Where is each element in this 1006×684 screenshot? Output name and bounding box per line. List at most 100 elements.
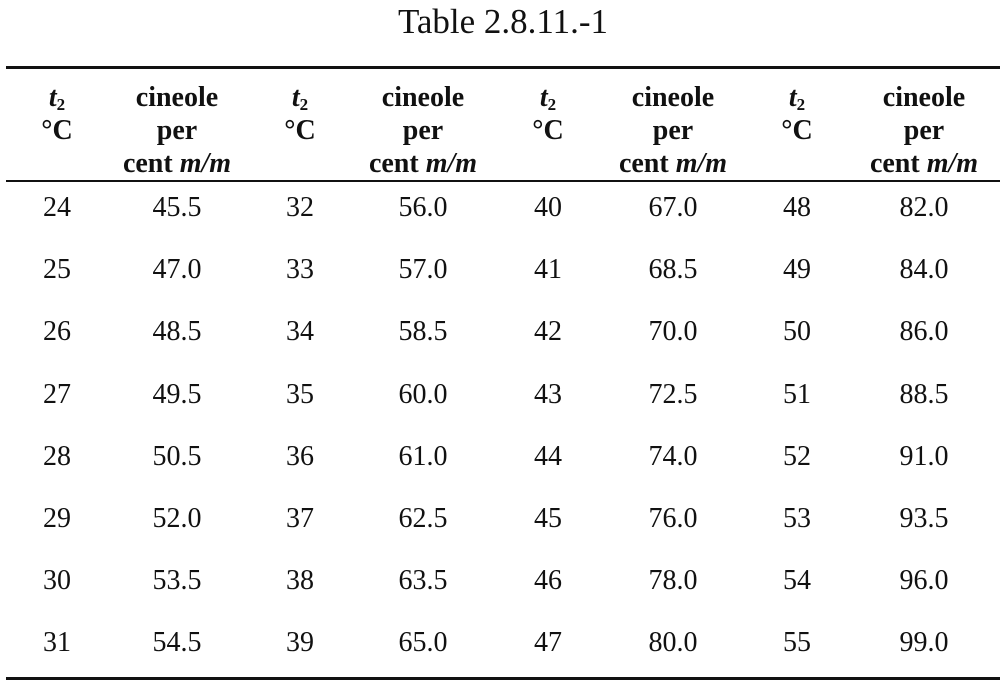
table-cell: 54 bbox=[783, 565, 811, 597]
table-cell: 41 bbox=[534, 254, 562, 286]
table-cell: 58.5 bbox=[398, 316, 448, 348]
header-line: per bbox=[77, 114, 277, 147]
table-cell: 42 bbox=[534, 316, 562, 348]
header-line: cent m/m bbox=[824, 147, 1006, 180]
header-text: cent bbox=[618, 148, 669, 179]
header-text: cineole bbox=[631, 82, 715, 113]
table-cell: 52 bbox=[783, 440, 811, 472]
top-rule bbox=[6, 66, 1000, 69]
table-cell: 43 bbox=[534, 378, 562, 410]
header-line: cineole bbox=[824, 81, 1006, 114]
header-unit: m/m bbox=[425, 148, 478, 179]
header-text: cent bbox=[869, 148, 920, 179]
header-line: per bbox=[573, 114, 773, 147]
header-subscript: 2 bbox=[56, 95, 66, 114]
table-cell: 31 bbox=[43, 627, 71, 659]
header-line: t2 bbox=[200, 81, 400, 114]
table-cell: 86.0 bbox=[899, 316, 949, 348]
table-cell: 60.0 bbox=[398, 378, 448, 410]
table-cell: 25 bbox=[43, 254, 71, 286]
table-cell: 45.5 bbox=[152, 192, 202, 223]
table-cell: 57.0 bbox=[398, 254, 448, 286]
header-unit: m/m bbox=[179, 148, 232, 179]
table-cell: 44 bbox=[534, 440, 562, 472]
table-cell: 91.0 bbox=[899, 440, 949, 472]
header-line: per bbox=[824, 114, 1006, 147]
header-unit: m/m bbox=[926, 148, 979, 179]
header-line: t2 bbox=[0, 81, 157, 114]
table-cell: 34 bbox=[286, 316, 314, 348]
header-text: cineole bbox=[381, 82, 465, 113]
table-cell: 55 bbox=[783, 627, 811, 659]
table-cell: 35 bbox=[286, 378, 314, 410]
table-cell: 47.0 bbox=[152, 254, 202, 286]
table-cell: 62.5 bbox=[398, 503, 448, 534]
table-cell: 37 bbox=[286, 503, 314, 534]
header-rule bbox=[6, 180, 1000, 182]
header-text: cineole bbox=[135, 82, 219, 113]
table-cell: 76.0 bbox=[648, 503, 698, 534]
header-cell: cineole per cent m/m bbox=[77, 81, 277, 180]
header-line: cineole bbox=[323, 81, 523, 114]
table-cell: 80.0 bbox=[648, 627, 698, 659]
table-cell: 53 bbox=[783, 503, 811, 534]
table-cell: 50 bbox=[783, 316, 811, 348]
table-cell: 99.0 bbox=[899, 627, 949, 659]
table-title: Table 2.8.11.-1 bbox=[397, 2, 609, 41]
table-cell: 36 bbox=[286, 440, 314, 472]
header-line: cent m/m bbox=[77, 147, 277, 180]
table-cell: 52.0 bbox=[152, 503, 202, 534]
header-subscript: 2 bbox=[299, 95, 309, 114]
table-cell: 82.0 bbox=[899, 192, 949, 223]
table-cell: 48 bbox=[783, 192, 811, 223]
table-cell: 49.5 bbox=[152, 378, 202, 410]
header-line: cent m/m bbox=[573, 147, 773, 180]
table-cell: 38 bbox=[286, 565, 314, 597]
table-cell: 51 bbox=[783, 378, 811, 410]
header-text: cent bbox=[122, 148, 173, 179]
header-text: per bbox=[402, 115, 444, 146]
table-cell: 27 bbox=[43, 378, 71, 410]
table-cell: 88.5 bbox=[899, 378, 949, 410]
header-subscript: 2 bbox=[547, 95, 557, 114]
table-cell: 78.0 bbox=[648, 565, 698, 597]
table-cell: 72.5 bbox=[648, 378, 698, 410]
header-subscript: 2 bbox=[796, 95, 806, 114]
header-text: cineole bbox=[882, 82, 966, 113]
table-cell: 61.0 bbox=[398, 440, 448, 472]
table-cell: 40 bbox=[534, 192, 562, 223]
table-cell: 30 bbox=[43, 565, 71, 597]
table-cell: 68.5 bbox=[648, 254, 698, 286]
header-cell: cineole per cent m/m bbox=[323, 81, 523, 180]
header-symbol: t bbox=[48, 82, 57, 113]
header-line: cineole bbox=[77, 81, 277, 114]
header-unit: °C bbox=[41, 115, 73, 146]
header-cell: t2 °C bbox=[0, 81, 157, 147]
table-cell: 67.0 bbox=[648, 192, 698, 223]
header-line: cent m/m bbox=[323, 147, 523, 180]
header-symbol: t bbox=[539, 82, 548, 113]
header-cell: t2 °C bbox=[448, 81, 648, 147]
header-symbol: t bbox=[788, 82, 797, 113]
table-cell: 65.0 bbox=[398, 627, 448, 659]
table-cell: 45 bbox=[534, 503, 562, 534]
table-cell: 84.0 bbox=[899, 254, 949, 286]
header-unit: °C bbox=[781, 115, 813, 146]
header-text: per bbox=[156, 115, 198, 146]
table-cell: 50.5 bbox=[152, 440, 202, 472]
header-line: t2 bbox=[448, 81, 648, 114]
header-text: cent bbox=[368, 148, 419, 179]
header-line: cineole bbox=[573, 81, 773, 114]
table-cell: 29 bbox=[43, 503, 71, 534]
table-cell: 32 bbox=[286, 192, 314, 223]
table-cell: 49 bbox=[783, 254, 811, 286]
table-cell: 39 bbox=[286, 627, 314, 659]
table-cell: 54.5 bbox=[152, 627, 202, 659]
table-cell: 47 bbox=[534, 627, 562, 659]
table-cell: 70.0 bbox=[648, 316, 698, 348]
table-cell: 28 bbox=[43, 440, 71, 472]
header-cell: cineole per cent m/m bbox=[824, 81, 1006, 180]
header-text: per bbox=[652, 115, 694, 146]
header-cell: t2 °C bbox=[200, 81, 400, 147]
